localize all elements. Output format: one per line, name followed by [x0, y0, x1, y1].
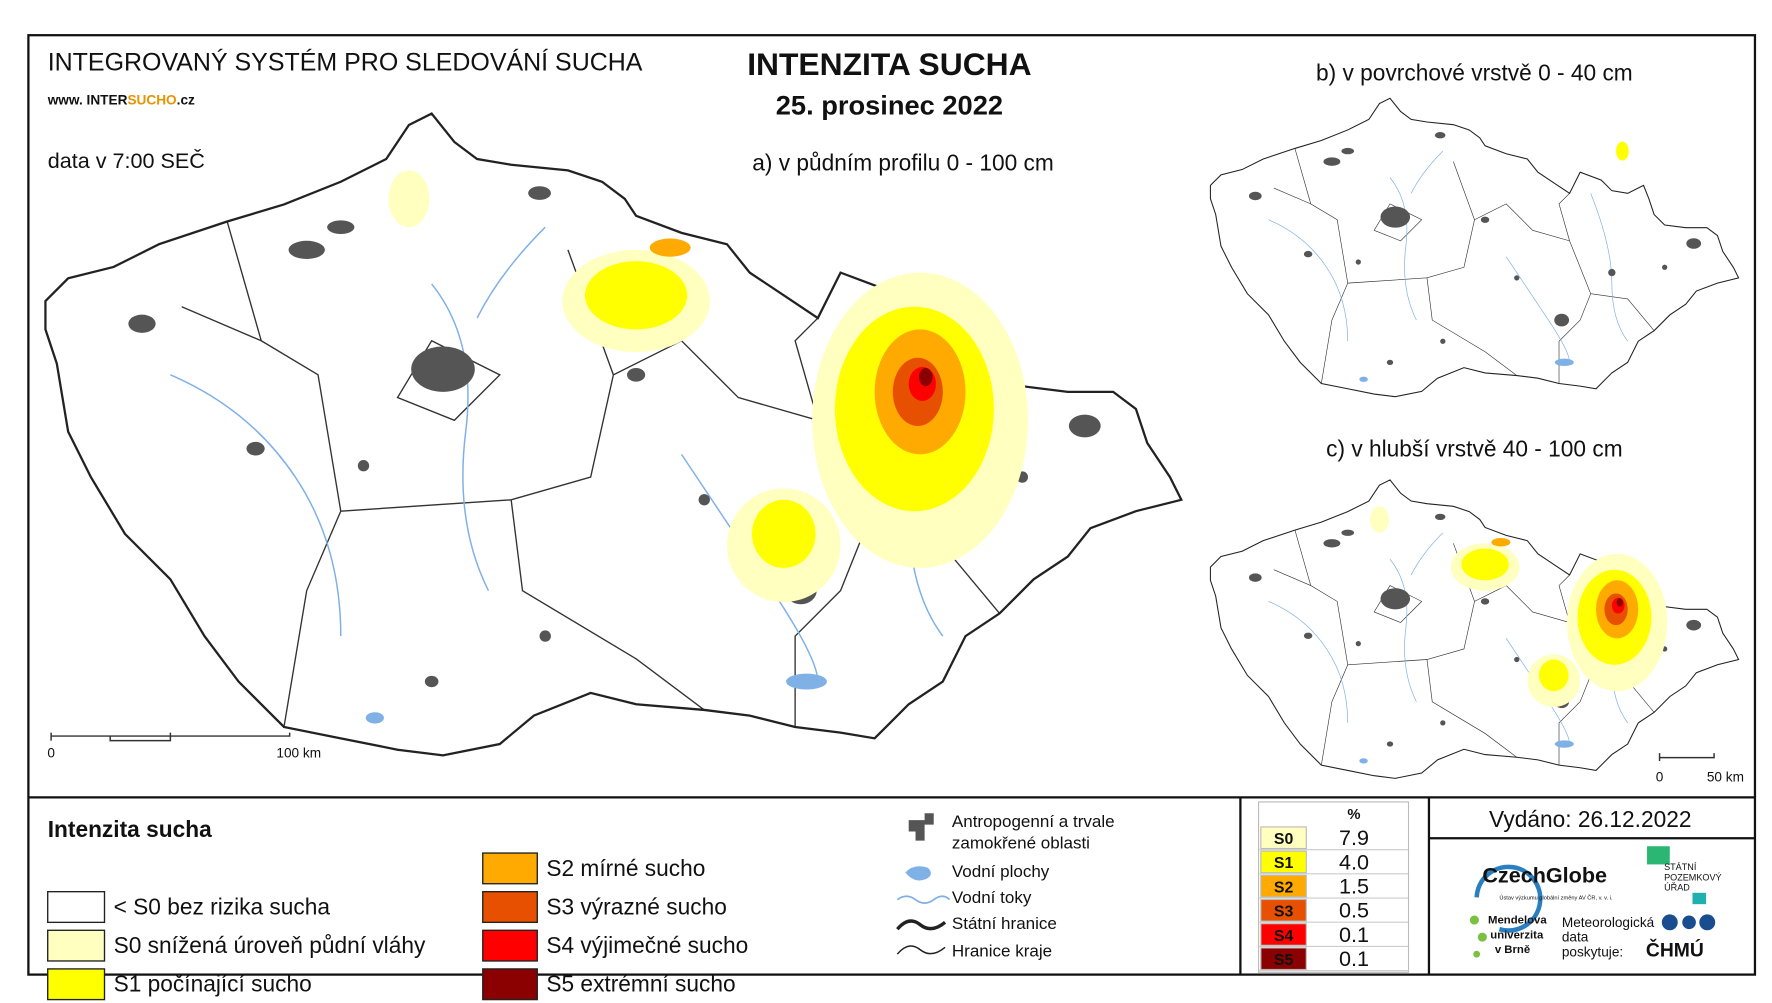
legend-swatch — [47, 929, 106, 962]
issued: Vydáno: 26.12.2022 — [1489, 806, 1691, 832]
stats-class: S5 — [1274, 952, 1294, 969]
stats-table: % S0 7.9 S1 4.0 S2 1.5 S3 0.5 S4 0.1 S5 0.1 — [1258, 801, 1410, 973]
symbol-label: Hranice kraje — [952, 941, 1052, 960]
legend-swatch — [482, 852, 538, 885]
logo-text: ÚŘAD — [1664, 883, 1690, 893]
symbol-icons — [896, 813, 951, 955]
legend-label: S0 snížená úroveň půdní vláhy — [114, 932, 426, 958]
scale-label: 0 — [1656, 769, 1664, 784]
stats-class-cell — [1260, 826, 1307, 850]
logo-text: Ústav výzkumu globální změny AV ČR, v. v… — [1499, 895, 1613, 902]
scale-label: 50 km — [1707, 769, 1744, 784]
legend-swatch — [47, 968, 106, 1001]
stats-class-cell — [1260, 898, 1307, 922]
map-b — [1210, 98, 1738, 396]
title: INTENZITA SUCHA — [747, 46, 1031, 82]
stats-class: S0 — [1274, 831, 1294, 848]
stats-class: S1 — [1274, 855, 1294, 872]
stats-class: S4 — [1274, 928, 1294, 945]
stats-class: S2 — [1274, 879, 1294, 896]
legend-label: < S0 bez rizika sucha — [114, 893, 331, 919]
stats-value: 4.0 — [1339, 849, 1369, 874]
symbol-label: zamokřené oblasti — [952, 834, 1090, 853]
logo-text: data — [1562, 930, 1589, 945]
legend-swatch — [482, 968, 538, 1001]
legend-label: S4 výjimečné sucho — [546, 932, 748, 958]
stats-border — [1258, 801, 1410, 973]
system-name: INTEGROVANÝ SYSTÉM PRO SLEDOVÁNÍ SUCHA — [48, 47, 643, 76]
logo-text: univerzita — [1490, 929, 1544, 941]
logo-text: Mendelova — [1488, 914, 1547, 926]
logo-text: v Brně — [1495, 944, 1530, 956]
scale-label: 100 km — [276, 746, 321, 761]
stats-class: S3 — [1274, 904, 1294, 921]
symbol-label: Státní hranice — [952, 914, 1057, 933]
data-time: data v 7:00 SEČ — [48, 148, 205, 173]
logo-text: ČHMÚ — [1646, 937, 1704, 961]
legend-title: Intenzita sucha — [48, 816, 212, 842]
symbol-label: Antropogenní a trvale — [952, 812, 1115, 831]
url-part: .cz — [177, 93, 195, 108]
stats-value: 0.1 — [1339, 922, 1369, 947]
map-label: a) v půdním profilu 0 - 100 cm — [752, 149, 1054, 175]
scale-bar — [50, 732, 1715, 762]
legend-label: S2 mírné sucho — [546, 855, 705, 881]
stats-class-cell — [1260, 874, 1307, 898]
symbol-label: Vodní plochy — [952, 862, 1050, 881]
url: www. INTERSUCHO.cz — [47, 93, 195, 108]
legend-swatch — [482, 890, 538, 924]
logo-text: CzechGlobe — [1482, 863, 1607, 888]
stats-value: 7.9 — [1339, 825, 1369, 850]
symbol-label: Vodní toky — [952, 888, 1032, 907]
logo-text: POZEMKOVÝ — [1664, 872, 1722, 882]
url-part: SUCHO — [127, 93, 177, 108]
stats-value: 1.5 — [1339, 873, 1369, 898]
stats-class-cell — [1260, 850, 1307, 874]
stats-value: 0.1 — [1339, 946, 1369, 971]
legend-label: S5 extrémní sucho — [546, 971, 735, 997]
logo-text: STÁTNÍ — [1664, 862, 1697, 872]
stats-class-cell — [1260, 923, 1307, 946]
map-label: b) v povrchové vrstvě 0 - 40 cm — [1316, 60, 1633, 86]
stats-value: 0.5 — [1339, 898, 1369, 923]
logos: CzechGlobe Ústav výzkumu globální změny … — [1469, 846, 1722, 961]
legend-label: S1 počínající sucho — [114, 971, 312, 997]
legend: < S0 bez rizika sucha S0 snížená úroveň p… — [47, 852, 748, 1001]
url-part: www. INTER — [47, 93, 128, 108]
stats-header: % — [1347, 807, 1360, 823]
legend-swatch — [47, 890, 106, 924]
map-label: c) v hlubší vrstvě 40 - 100 cm — [1326, 436, 1623, 462]
stats-class-cell — [1260, 947, 1307, 971]
logo-text: poskytuje: — [1562, 944, 1623, 959]
date: 25. prosinec 2022 — [776, 90, 1003, 121]
logo-text: Meteorologická — [1562, 915, 1655, 930]
scale-label: 0 — [47, 746, 55, 761]
legend-label: S3 výrazné sucho — [546, 893, 726, 919]
legend-swatch — [482, 929, 538, 962]
dividers — [28, 796, 1755, 975]
